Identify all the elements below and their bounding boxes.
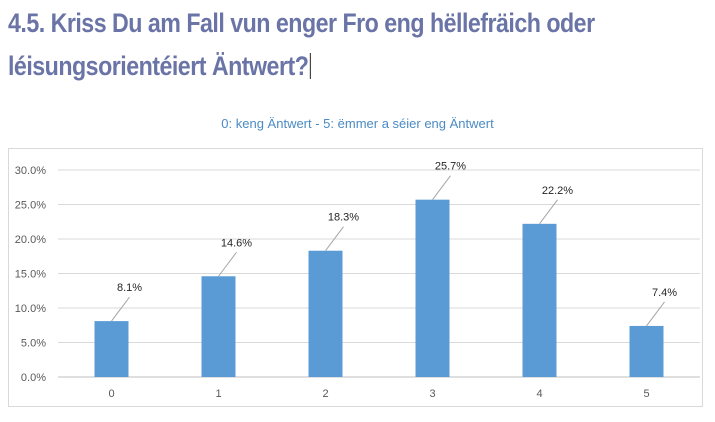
bar — [308, 250, 343, 377]
bar — [522, 223, 557, 377]
y-tick-label: 30.0% — [15, 165, 46, 177]
data-label-leader — [432, 175, 451, 200]
x-tick-label: 3 — [429, 388, 435, 400]
chart-area — [8, 148, 703, 407]
data-label: 22.2% — [542, 185, 573, 197]
x-tick-label: 1 — [215, 388, 221, 400]
data-label: 18.3% — [328, 212, 359, 224]
heading-line-2-text: léisungsorientéiert Äntwert? — [8, 51, 309, 81]
data-label: 25.7% — [435, 161, 466, 173]
y-tick-label: 10.0% — [15, 303, 46, 315]
data-label: 7.4% — [652, 287, 677, 299]
x-tick-label: 4 — [536, 388, 542, 400]
x-tick-label: 5 — [643, 388, 649, 400]
y-tick-label: 15.0% — [15, 269, 46, 281]
x-tick-label: 2 — [322, 388, 328, 400]
data-label-leader — [218, 251, 237, 277]
bar — [415, 199, 450, 377]
heading-line-2: léisungsorientéiert Äntwert? — [8, 45, 610, 88]
data-label-leader — [111, 296, 130, 322]
page-heading: 4.5. Kriss Du am Fall vun enger Fro eng … — [8, 2, 610, 88]
y-tick-label: 5.0% — [21, 338, 46, 350]
data-label: 14.6% — [221, 237, 252, 249]
chart-title: 0: keng Äntwert - 5: ëmmer a séier eng Ä… — [221, 116, 494, 131]
data-label-leader — [325, 226, 344, 252]
bar — [629, 325, 664, 377]
data-label-leader — [646, 301, 665, 327]
bar — [94, 321, 129, 377]
y-tick-label: 20.0% — [15, 234, 46, 246]
data-label-leader — [539, 199, 558, 225]
y-tick-label: 25.0% — [15, 200, 46, 212]
y-tick-label: 0.0% — [21, 372, 46, 384]
heading-line-1: 4.5. Kriss Du am Fall vun enger Fro eng … — [8, 8, 595, 38]
bar — [201, 276, 236, 377]
text-cursor — [310, 53, 311, 79]
x-tick-label: 0 — [108, 388, 114, 400]
data-label: 8.1% — [117, 282, 142, 294]
